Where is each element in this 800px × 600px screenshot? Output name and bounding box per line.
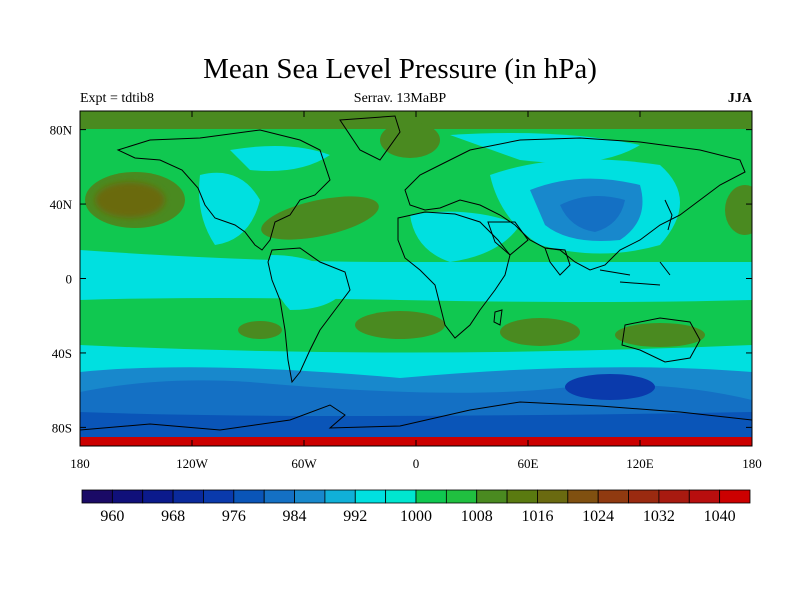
lat-tick-label: 0 bbox=[66, 272, 73, 287]
field-pacific-high-core bbox=[95, 182, 165, 218]
lat-tick-label: 40S bbox=[52, 346, 72, 361]
field-southern-deep-low bbox=[565, 374, 655, 400]
colorbar-swatch bbox=[172, 489, 204, 504]
colorbar-label: 1008 bbox=[461, 508, 493, 525]
field-arctic-high bbox=[80, 111, 752, 129]
field-south-atlantic-high bbox=[355, 311, 445, 339]
coast-japan bbox=[664, 199, 673, 231]
longitude-axis: 180 120W 60W 0 60E 120E 180 bbox=[70, 111, 762, 471]
field-arctic-low-1 bbox=[230, 146, 330, 171]
colorbar-swatch bbox=[567, 489, 599, 504]
coast-india bbox=[544, 247, 571, 276]
field-azores-high bbox=[261, 196, 379, 240]
coast-indonesia bbox=[599, 261, 671, 286]
field-tropical-low-belt bbox=[80, 250, 752, 302]
colorbar-swatch bbox=[142, 489, 174, 504]
colorbar-label: 968 bbox=[161, 508, 185, 525]
colorbar-swatch bbox=[294, 489, 326, 504]
field-saharan-low bbox=[410, 211, 520, 262]
colorbar-swatch bbox=[263, 489, 295, 504]
colorbar-swatch bbox=[597, 489, 629, 504]
field-indian-ocean-high bbox=[500, 318, 580, 346]
colorbar-label: 976 bbox=[222, 508, 246, 525]
colorbar-swatch bbox=[476, 489, 508, 504]
experiment-label: Expt = tdtib8 bbox=[80, 91, 155, 106]
field-asian-low-core bbox=[560, 196, 625, 232]
colorbar-swatch bbox=[81, 489, 113, 504]
coastlines bbox=[80, 115, 752, 431]
period-label: Serrav. 13MaBP bbox=[353, 91, 447, 106]
field-south-pacific-high bbox=[238, 321, 282, 339]
colorbar-swatch bbox=[445, 489, 478, 504]
lat-tick-label: 40N bbox=[50, 197, 73, 212]
lon-tick-label: 120E bbox=[626, 456, 654, 471]
colorbar-label: 1024 bbox=[582, 508, 614, 525]
season-label: JJA bbox=[727, 91, 752, 106]
colorbar-label: 1000 bbox=[400, 508, 432, 525]
lon-tick-label: 180 bbox=[70, 456, 90, 471]
colorbar-swatch bbox=[354, 489, 387, 504]
field-arctic-low-2 bbox=[450, 132, 640, 163]
lat-tick-label: 80S bbox=[52, 420, 72, 435]
coast-africa bbox=[397, 211, 511, 339]
colorbar-label: 1040 bbox=[704, 508, 736, 525]
latitude-axis: 80N 40N 0 40S 80S bbox=[50, 123, 752, 435]
colorbar-swatch bbox=[324, 489, 356, 504]
field-american-low bbox=[199, 172, 260, 245]
lon-tick-label: 120W bbox=[176, 456, 209, 471]
colorbar-swatch bbox=[688, 489, 721, 504]
pressure-field bbox=[80, 111, 752, 446]
colorbar-swatch bbox=[537, 489, 569, 504]
colorbar-label: 992 bbox=[343, 508, 367, 525]
colorbar-swatch bbox=[628, 489, 660, 504]
colorbar-label: 960 bbox=[100, 508, 124, 525]
coast-antarctica bbox=[80, 401, 752, 431]
lon-tick-label: 60E bbox=[518, 456, 539, 471]
coast-arabia bbox=[487, 221, 529, 256]
colorbar-label: 984 bbox=[283, 508, 307, 525]
lon-tick-label: 60W bbox=[291, 456, 317, 471]
coast-south-america bbox=[267, 247, 351, 384]
coast-north-america bbox=[116, 129, 331, 251]
lon-tick-label: 180 bbox=[742, 456, 762, 471]
field-amazon-low bbox=[270, 255, 345, 310]
coast-australia bbox=[621, 317, 701, 363]
map-title: Mean Sea Level Pressure (in hPa) bbox=[203, 53, 597, 85]
coast-greenland bbox=[339, 115, 401, 161]
colorbar-swatch bbox=[385, 489, 417, 504]
colorbar-swatch bbox=[233, 489, 265, 504]
field-australian-high bbox=[615, 323, 705, 347]
colorbar: 960 968 976 984 992 1000 1008 1016 1024 1032 1040 bbox=[81, 489, 751, 525]
colorbar-swatch bbox=[415, 489, 447, 504]
colorbar-swatch bbox=[658, 489, 690, 504]
colorbar-swatch bbox=[506, 489, 538, 504]
field-greenland-high bbox=[380, 122, 440, 158]
colorbar-swatch bbox=[111, 489, 144, 504]
colorbar-swatch bbox=[719, 489, 751, 504]
colorbar-label: 1016 bbox=[521, 508, 553, 525]
colorbar-label: 1032 bbox=[643, 508, 675, 525]
coast-madagascar bbox=[493, 309, 503, 326]
field-east-pacific-high bbox=[725, 185, 752, 235]
lon-tick-label: 0 bbox=[413, 456, 420, 471]
colorbar-swatch bbox=[203, 489, 235, 504]
coast-europe-asia bbox=[404, 137, 746, 271]
lat-tick-label: 80N bbox=[50, 123, 73, 138]
